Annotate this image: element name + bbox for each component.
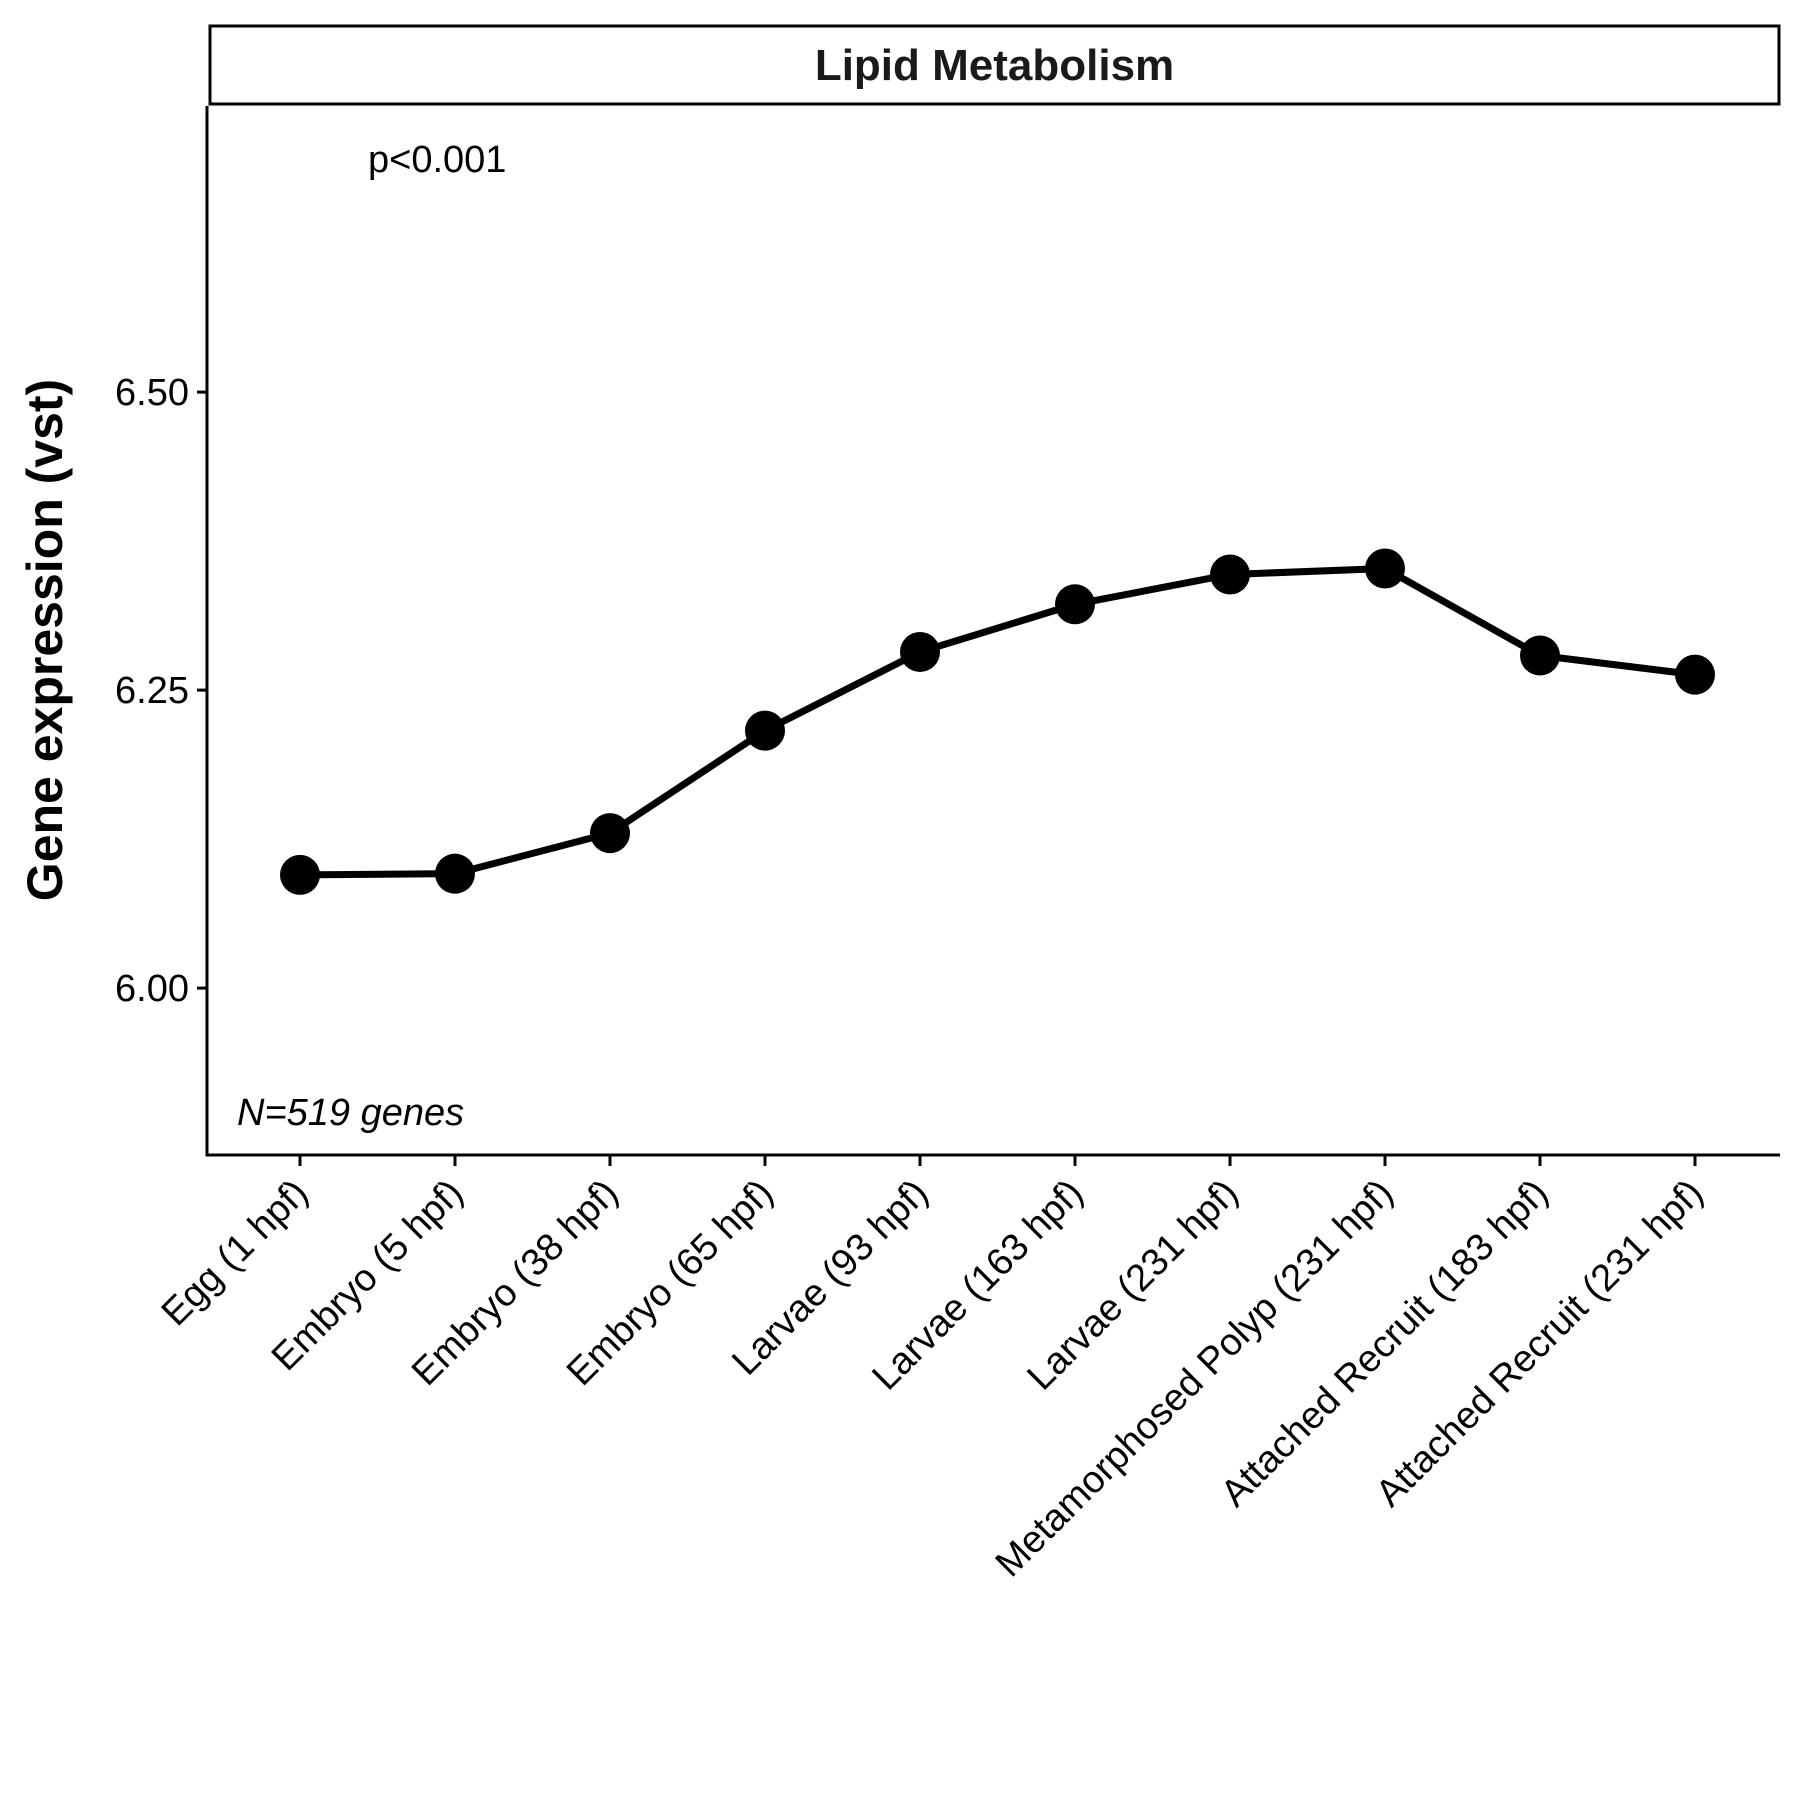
data-point: [280, 854, 320, 895]
y-tick-label: 6.25: [115, 670, 189, 712]
n-genes-annotation: N=519 genes: [237, 1092, 464, 1134]
data-point: [1520, 635, 1560, 676]
data-point: [745, 710, 785, 751]
data-point: [900, 631, 940, 672]
data-point: [435, 853, 475, 894]
series-points: [280, 548, 1715, 895]
data-point: [590, 813, 630, 854]
facet-strip: Lipid Metabolism: [208, 24, 1781, 106]
p-value-annotation: p<0.001: [368, 139, 506, 181]
data-point: [1675, 654, 1715, 695]
y-axis-label: Gene expression (vst): [17, 379, 73, 901]
y-tick-label: 6.00: [115, 968, 189, 1010]
data-point: [1055, 584, 1095, 625]
chart-title: Lipid Metabolism: [815, 41, 1174, 90]
series-line: [296, 565, 1699, 879]
y-tick-label: 6.50: [115, 372, 189, 414]
data-point: [1210, 554, 1250, 595]
y-axis-ticks: 6.00 6.25 6.50: [115, 372, 207, 1010]
data-point: [1365, 548, 1405, 589]
facet-strip-box: [208, 24, 1781, 106]
